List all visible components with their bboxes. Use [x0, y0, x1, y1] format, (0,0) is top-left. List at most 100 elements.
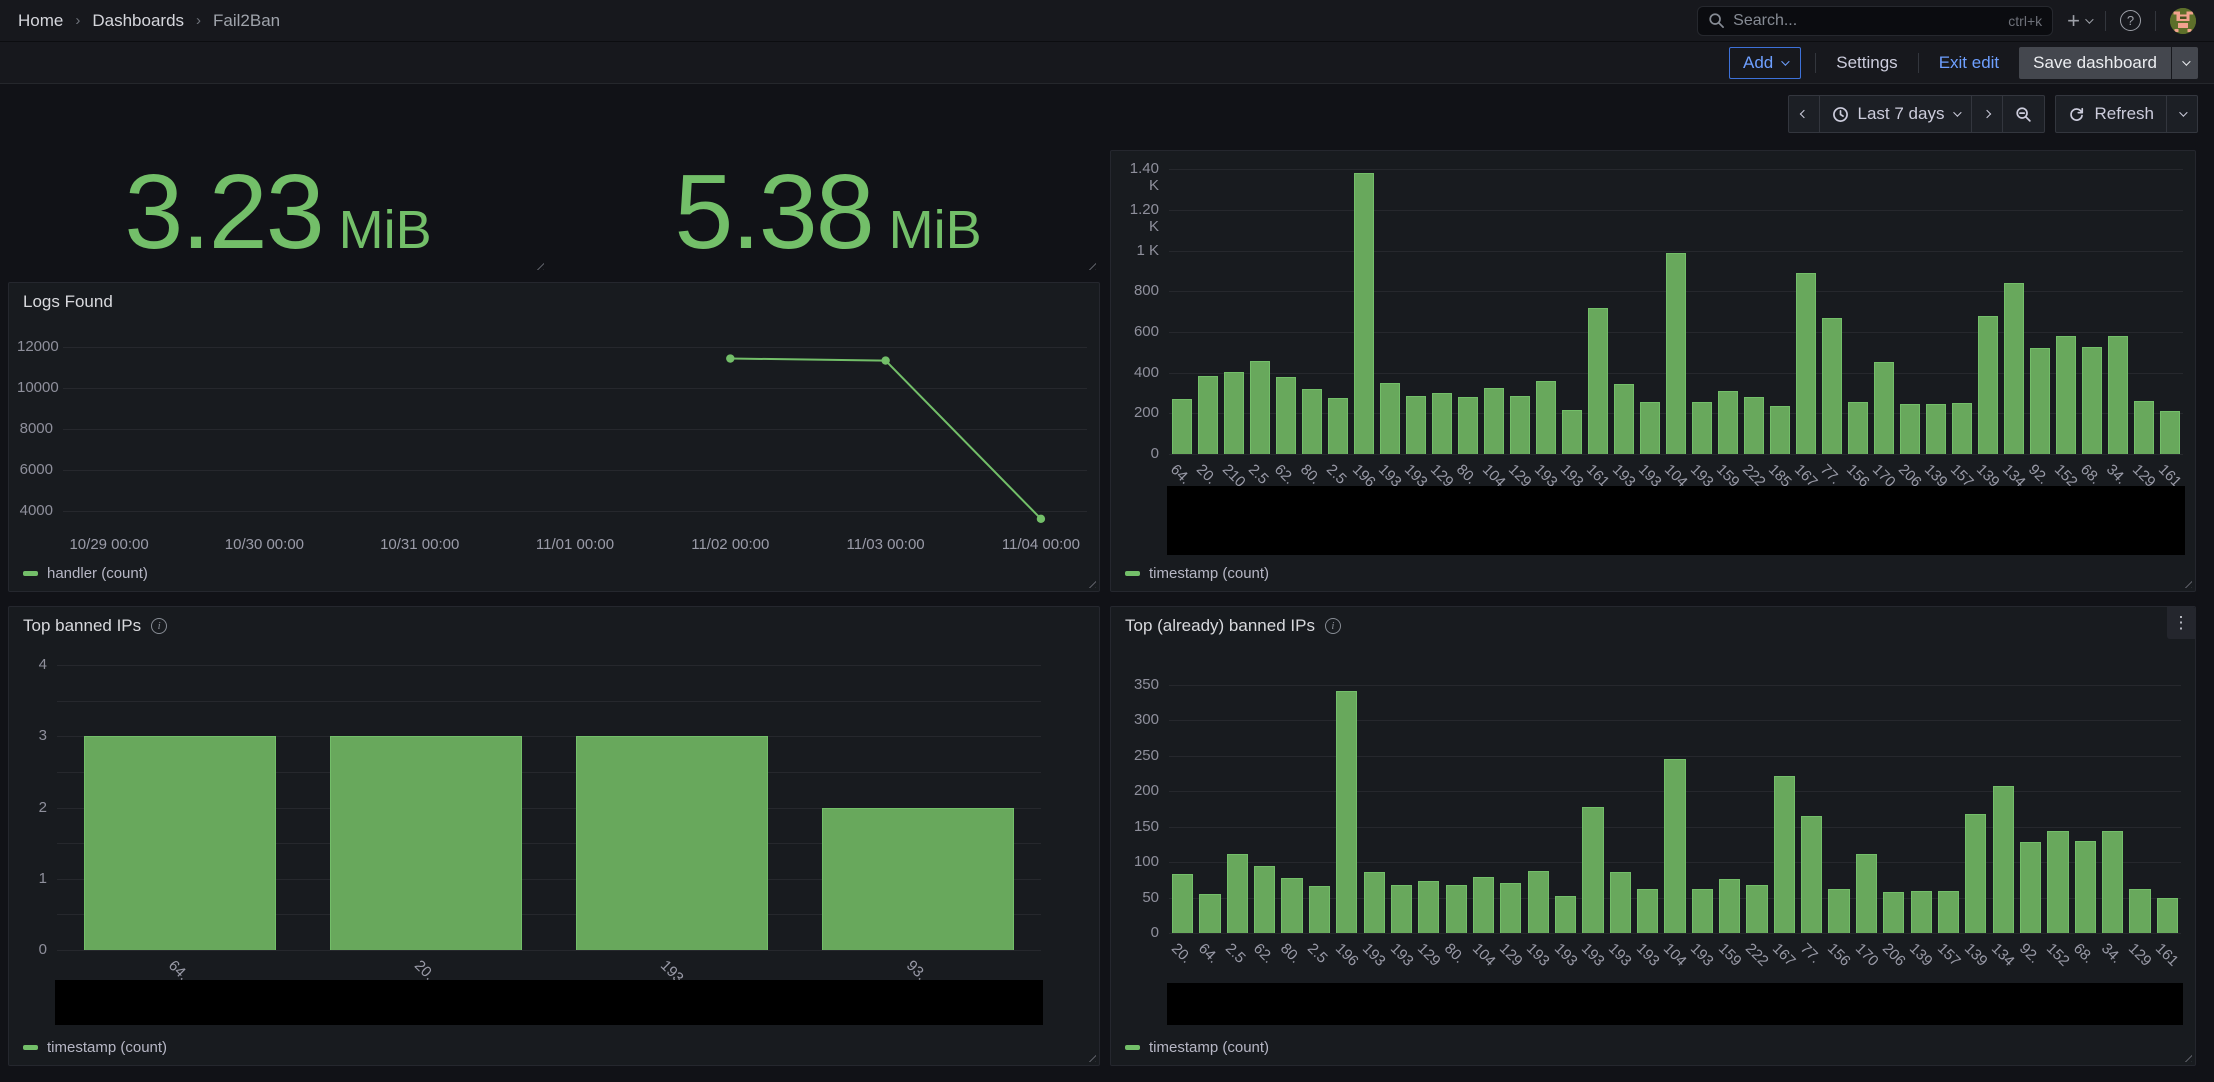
x-tick-label: 157: [1933, 940, 1964, 970]
chevron-down-icon: [2182, 56, 2191, 66]
bar: [84, 736, 276, 950]
panel-resize-handle[interactable]: [2182, 1052, 2192, 1062]
y-tick-label: 1.40 K: [1129, 160, 1159, 195]
y-tick-label: 600: [1133, 322, 1159, 340]
gridline: [1169, 933, 2181, 934]
x-tick-label: 104: [1659, 940, 1690, 970]
panel-title[interactable]: Top banned IPs: [23, 616, 142, 635]
time-range-picker[interactable]: Last 7 days: [1820, 96, 1973, 132]
refresh-interval-button[interactable]: [2167, 96, 2197, 132]
bar: [1472, 877, 1495, 933]
bar: [1171, 399, 1193, 454]
y-tick-label: 0: [1150, 924, 1159, 941]
chart-legend[interactable]: timestamp (count): [1125, 565, 1269, 582]
time-shift-forward-button[interactable]: [1972, 96, 2004, 132]
y-tick-label: 400: [1133, 363, 1159, 381]
bar: [1910, 891, 1932, 933]
panel-top-already-banned: Top (already) banned IPs i ⋮ 0 50 100 150 20…: [1110, 606, 2196, 1066]
save-dashboard-button[interactable]: Save dashboard: [2019, 46, 2171, 79]
panel-resize-handle[interactable]: [534, 260, 544, 270]
bar: [1937, 891, 1960, 933]
legend-label: timestamp (count): [1149, 565, 1270, 582]
bar: [822, 807, 1014, 950]
bar: [1743, 397, 1765, 454]
bar: [1431, 393, 1453, 454]
zoom-out-time-button[interactable]: [2003, 96, 2044, 132]
x-tick-label: 80.: [1452, 461, 1480, 488]
gridline: [1169, 685, 2181, 686]
time-shift-back-button[interactable]: [1789, 96, 1820, 132]
x-tick-label: 20.: [1167, 940, 1195, 967]
breadcrumb-home[interactable]: Home: [18, 10, 64, 30]
add-button[interactable]: Add: [1729, 46, 1802, 79]
y-tick-label: 200: [1133, 404, 1159, 422]
chart-legend[interactable]: timestamp (count): [1125, 1039, 1269, 1056]
x-tick-label: 222: [1742, 940, 1772, 970]
help-button[interactable]: ?: [2120, 10, 2141, 31]
save-dashboard-options-button[interactable]: [2172, 46, 2198, 79]
x-tick-label: 2.5: [1304, 940, 1332, 967]
panel-resize-handle[interactable]: [1086, 1052, 1096, 1062]
x-tick-label: 11/03 00:00: [846, 536, 925, 553]
x-tick-label: 196: [1331, 940, 1362, 970]
y-tick-label: 0: [38, 941, 47, 958]
gridline: [1169, 209, 2183, 211]
user-avatar[interactable]: [2170, 7, 2196, 34]
redaction-box: [1167, 486, 2185, 555]
bar: [1847, 402, 1869, 454]
x-tick-label: 129: [2124, 940, 2155, 970]
gridline: [1169, 169, 2183, 171]
gridline: [57, 736, 1041, 738]
bar: [1664, 758, 1686, 933]
x-tick-label: 129: [1413, 940, 1444, 970]
refresh-button[interactable]: Refresh: [2056, 96, 2167, 132]
legend-swatch: [1125, 571, 1140, 576]
new-menu-button[interactable]: +: [2067, 9, 2094, 32]
gridline: [57, 914, 1041, 916]
bar: [1172, 874, 1194, 933]
breadcrumb-separator-icon: ›: [75, 12, 81, 29]
x-tick-label: 139: [1906, 940, 1936, 970]
breadcrumb-dashboards[interactable]: Dashboards: [92, 10, 185, 30]
info-icon[interactable]: i: [151, 618, 168, 634]
bar: [1719, 879, 1741, 933]
x-tick-label: 77.: [1796, 940, 1824, 967]
bar: [2129, 889, 2151, 933]
stat-value: 3.23 MiB: [124, 159, 431, 265]
toolbar-divider: [1815, 52, 1817, 73]
panel-resize-handle[interactable]: [1086, 578, 1096, 588]
bar: [1561, 410, 1583, 454]
gridline: [63, 347, 1087, 349]
panel-title[interactable]: Top (already) banned IPs: [1125, 616, 1315, 635]
gridline: [63, 428, 1087, 430]
x-tick-label: 34.: [2097, 940, 2125, 967]
info-icon[interactable]: i: [1324, 618, 1341, 634]
panel-menu-button[interactable]: ⋮: [2167, 607, 2195, 639]
bar: [2019, 842, 2042, 933]
exit-edit-button[interactable]: Exit edit: [1933, 47, 2005, 79]
search-box[interactable]: ctrl+k: [1697, 5, 2054, 36]
bar: [1951, 403, 1973, 454]
toolbar-divider: [1917, 52, 1919, 73]
bar: [1587, 307, 1609, 454]
chart-legend[interactable]: timestamp (count): [23, 1039, 167, 1056]
x-tick-label: 193: [1632, 940, 1663, 970]
chevron-down-icon: [2179, 108, 2188, 117]
bar: [1637, 889, 1659, 933]
x-tick-label: 80.: [1296, 461, 1324, 488]
x-tick-label: 68.: [2076, 461, 2104, 488]
line-series: [726, 354, 1046, 524]
chevron-left-icon: [1799, 109, 1808, 119]
panel-title[interactable]: Logs Found: [23, 292, 113, 311]
panel-resize-handle[interactable]: [1086, 260, 1096, 270]
gridline: [63, 469, 1087, 471]
search-input[interactable]: [1733, 11, 2001, 30]
legend-swatch: [23, 571, 38, 576]
y-tick-label: 300: [1133, 711, 1159, 729]
panel-resize-handle[interactable]: [2182, 578, 2192, 588]
settings-button[interactable]: Settings: [1830, 47, 1903, 79]
x-tick-label: 161: [2152, 940, 2182, 970]
line-chart: 4000 6000 8000 10000 12000 10/29 00:00 10/30 0…: [17, 323, 1091, 555]
chart-legend[interactable]: handler (count): [23, 565, 148, 582]
gridline: [57, 665, 1041, 667]
